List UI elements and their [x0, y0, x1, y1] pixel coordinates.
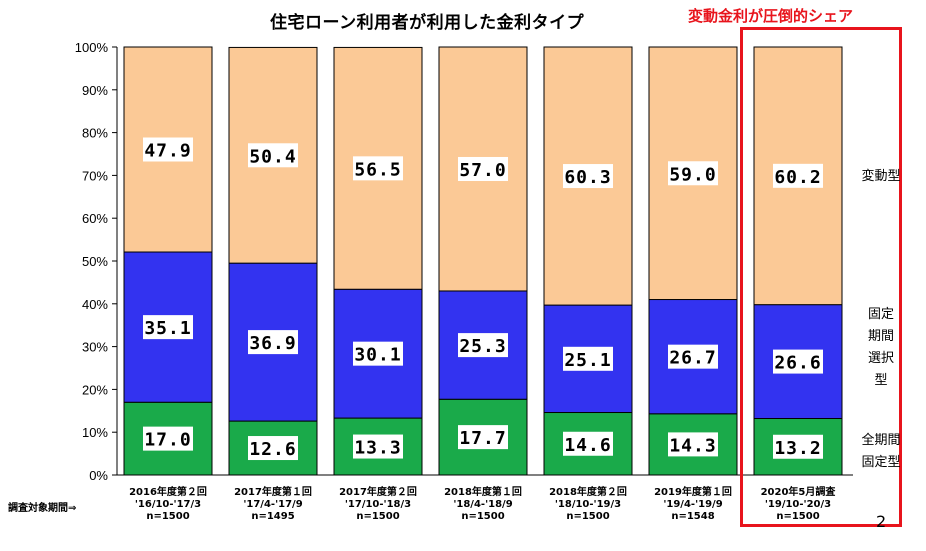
data-label: 14.6 — [564, 435, 611, 456]
x-tick-label: 2019年度第１回 — [654, 485, 732, 498]
data-label-box — [458, 156, 508, 181]
x-tick-label: n=1500 — [146, 511, 189, 522]
y-tick-label: 40% — [82, 297, 108, 312]
data-label-box — [353, 156, 403, 181]
x-tick-label: '18/4-'18/9 — [453, 499, 512, 510]
period-label: 調査対象期間⇒ — [8, 503, 77, 514]
legend-full-fixed-line: 固定型 — [861, 455, 901, 470]
y-tick-label: 50% — [82, 254, 108, 269]
page-number: 2 — [876, 512, 887, 531]
x-tick-label: 2017年度第２回 — [339, 485, 417, 498]
data-label-box — [248, 436, 298, 461]
y-tick-label: 90% — [82, 83, 108, 98]
x-tick-label: '18/10-'19/3 — [555, 499, 621, 510]
data-label-box — [353, 341, 403, 366]
y-tick-label: 30% — [82, 340, 108, 355]
data-label: 56.5 — [354, 159, 401, 180]
x-tick-label: n=1495 — [251, 511, 294, 522]
x-tick-label: n=1500 — [461, 511, 504, 522]
legend-fixed-period: 固定 期間 選択 型 — [860, 304, 902, 392]
legend-fixed-period-line: 選択 — [867, 351, 894, 366]
x-tick-label: 2016年度第２回 — [129, 485, 207, 498]
legend-fixed-period-line: 期間 — [867, 329, 894, 344]
x-tick-label: n=1500 — [776, 511, 819, 522]
y-tick-label: 80% — [82, 126, 108, 141]
x-tick-label: n=1548 — [671, 511, 714, 522]
legend-variable: 変動型 — [861, 169, 901, 184]
y-tick-label: 0% — [89, 468, 108, 483]
data-label: 59.0 — [669, 164, 716, 185]
data-label: 17.7 — [459, 428, 506, 449]
x-tick-label: 2018年度第２回 — [549, 485, 627, 498]
x-tick-label: n=1500 — [356, 511, 399, 522]
data-label-box — [563, 431, 613, 456]
data-label-box — [248, 330, 298, 355]
data-label: 12.6 — [249, 439, 296, 460]
data-label: 25.1 — [564, 350, 611, 371]
data-label-box — [668, 344, 718, 369]
data-label-box — [143, 315, 193, 340]
legend-full-fixed: 全期間 固定型 — [852, 430, 910, 474]
data-label-box — [458, 425, 508, 450]
highlight-box — [740, 27, 902, 527]
data-label: 13.3 — [354, 438, 401, 459]
data-label: 25.3 — [459, 336, 506, 357]
x-tick-label: n=1500 — [566, 511, 609, 522]
x-tick-label: 2020年5月調査 — [761, 485, 837, 498]
data-label-box — [773, 349, 823, 374]
data-label: 13.2 — [774, 438, 821, 459]
y-tick-label: 70% — [82, 168, 108, 183]
data-label-box — [143, 426, 193, 451]
data-label: 47.9 — [144, 141, 191, 162]
legend-fixed-period-line: 型 — [874, 373, 888, 388]
x-tick-label: '19/4-'19/9 — [663, 499, 722, 510]
y-tick-label: 60% — [82, 211, 108, 226]
x-tick-label: 2018年度第１回 — [444, 485, 522, 498]
y-tick-label: 100% — [75, 40, 109, 55]
x-tick-label: 2017年度第１回 — [234, 485, 312, 498]
x-tick-label: '17/4-'17/9 — [243, 499, 302, 510]
chart-title: 住宅ローン利用者が利用した金利タイプ — [270, 13, 585, 33]
callout-text: 変動金利が圧倒的シェア — [688, 7, 854, 25]
data-label: 30.1 — [354, 345, 401, 366]
legend-fixed-period-line: 固定 — [867, 307, 894, 322]
y-tick-label: 10% — [82, 425, 108, 440]
data-label-box — [143, 137, 193, 162]
data-label: 57.0 — [459, 160, 506, 181]
data-label: 60.3 — [564, 167, 611, 188]
data-label-box — [563, 164, 613, 189]
data-label: 36.9 — [249, 333, 296, 354]
data-label: 60.2 — [774, 167, 821, 188]
data-label-box — [668, 161, 718, 186]
x-tick-label: '16/10-'17/3 — [135, 499, 201, 510]
data-label: 35.1 — [144, 318, 191, 339]
data-label-box — [248, 143, 298, 168]
data-label: 14.3 — [669, 435, 716, 456]
data-label-box — [773, 434, 823, 459]
data-label-box — [458, 333, 508, 358]
data-label: 17.0 — [144, 430, 191, 451]
data-label-box — [563, 346, 613, 371]
data-label-box — [773, 163, 823, 188]
y-tick-label: 20% — [82, 382, 108, 397]
data-label-box — [353, 434, 403, 459]
x-tick-label: '17/10-'18/3 — [345, 499, 411, 510]
data-label: 26.6 — [774, 353, 821, 374]
legend-full-fixed-line: 全期間 — [861, 433, 901, 448]
bar-segment-full-fixed — [228, 420, 318, 476]
data-label: 26.7 — [669, 348, 716, 369]
x-tick-label: '19/10-'20/3 — [765, 499, 831, 510]
data-label-box — [668, 432, 718, 457]
data-label: 50.4 — [249, 146, 296, 167]
